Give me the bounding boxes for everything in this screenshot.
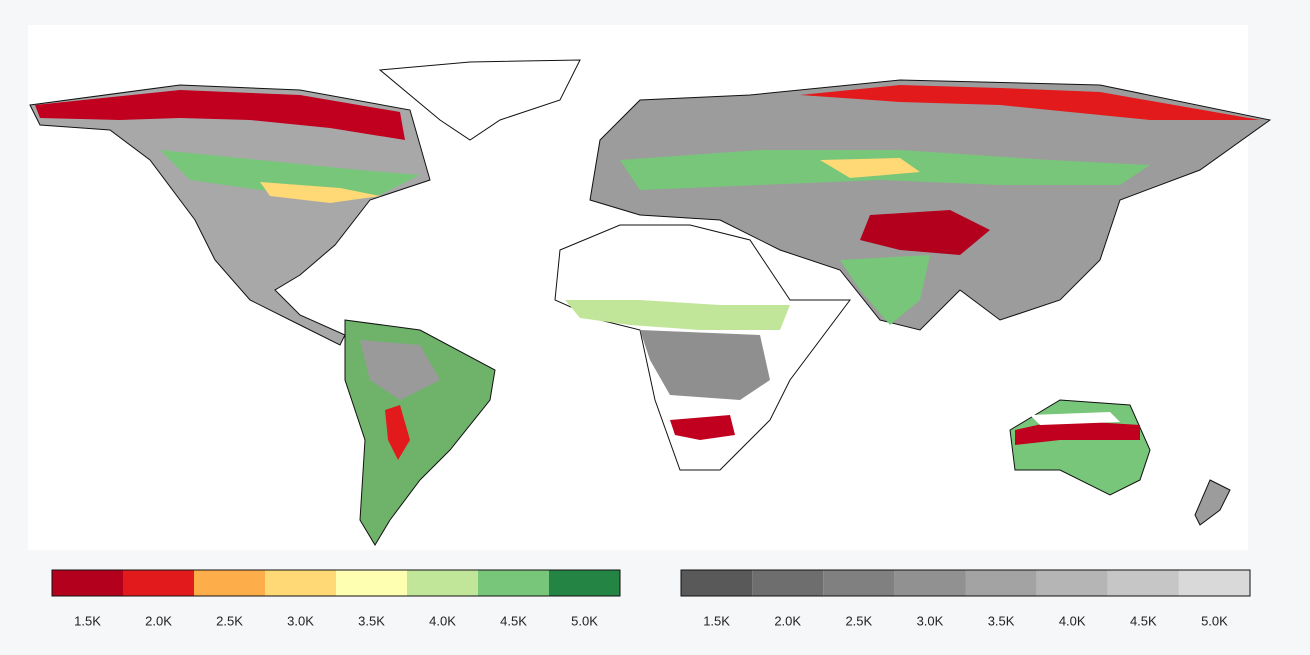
- legend-label: 5.0K: [1201, 613, 1228, 628]
- legend-swatch: [407, 570, 478, 596]
- africa-south-red: [670, 415, 735, 440]
- north-america-green-band: [160, 150, 420, 200]
- legend-swatch: [265, 570, 336, 596]
- legend-swatch: [894, 570, 966, 596]
- legend-label: 1.5K: [703, 613, 730, 628]
- north-america-north-band: [35, 90, 405, 140]
- legend-swatch: [681, 570, 753, 596]
- legend-label: 2.0K: [145, 613, 172, 628]
- south-america-gray: [360, 340, 440, 400]
- map: [29, 59, 1272, 546]
- legend-swatch: [52, 570, 123, 596]
- africa-sahel-band: [565, 300, 790, 330]
- legend-label: 4.0K: [1059, 613, 1086, 628]
- legend-swatch: [1178, 570, 1250, 596]
- legend-label: 5.0K: [571, 613, 598, 628]
- eurasia-north-band: [800, 85, 1260, 120]
- legend-label: 2.5K: [845, 613, 872, 628]
- legend-swatch: [752, 570, 824, 596]
- north-america-yellow-band: [260, 182, 380, 203]
- legend-swatch: [965, 570, 1037, 596]
- legend-swatch: [1107, 570, 1179, 596]
- legend-swatch: [194, 570, 265, 596]
- eurasia-yellow-band: [820, 158, 920, 178]
- australia-interior: [1030, 412, 1120, 425]
- new-zealand: [1194, 479, 1231, 526]
- eurasia: [589, 79, 1272, 331]
- africa-central-gray: [640, 330, 770, 400]
- australia-red-band: [1015, 420, 1140, 445]
- legends: 1.5K 2.0K 2.5K 3.0K 3.5K 4.0K 4.5K 5.0K 1.5K 2.0K…: [51, 569, 1251, 628]
- legend-swatch: [336, 570, 407, 596]
- legend-label: 2.0K: [774, 613, 801, 628]
- legend-label: 3.5K: [988, 613, 1015, 628]
- legend-label: 3.0K: [287, 613, 314, 628]
- legend-swatch: [478, 570, 549, 596]
- legend-label: 3.5K: [358, 613, 385, 628]
- legend-frame: [680, 569, 1251, 597]
- south-america-red: [385, 405, 410, 460]
- greenland: [378, 59, 581, 141]
- north-america: [29, 84, 431, 346]
- tibet-red: [860, 210, 990, 255]
- legend-swatch: [123, 570, 194, 596]
- legend-label: 4.5K: [1130, 613, 1157, 628]
- legend-swatch: [1036, 570, 1108, 596]
- india-green: [840, 255, 930, 325]
- legend-label: 2.5K: [216, 613, 243, 628]
- legend-swatch: [549, 570, 620, 596]
- legend-label: 4.0K: [429, 613, 456, 628]
- legend-frame: [51, 569, 621, 597]
- legend-label: 1.5K: [74, 613, 101, 628]
- legend-swatch: [823, 570, 895, 596]
- legend-label: 4.5K: [500, 613, 527, 628]
- legend-label: 3.0K: [917, 613, 944, 628]
